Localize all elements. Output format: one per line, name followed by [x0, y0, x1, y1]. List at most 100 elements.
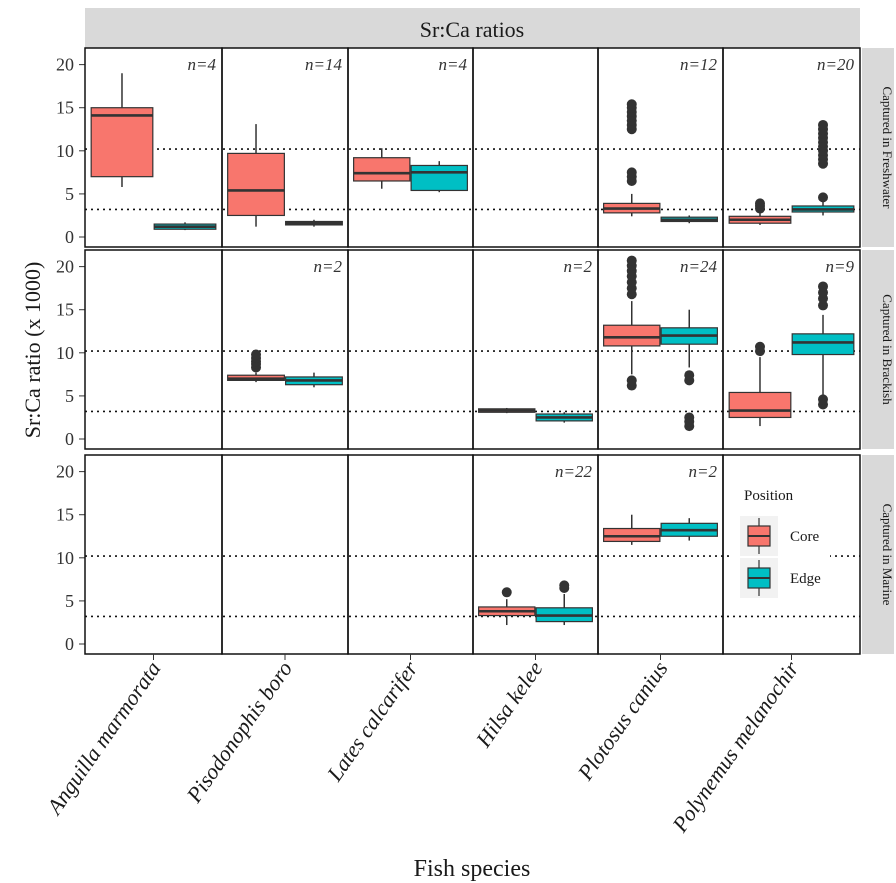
facet-panel: n=4 — [347, 47, 474, 248]
y-axis-label: Sr:Ca ratio (x 1000) — [20, 262, 45, 439]
box-core — [227, 152, 285, 217]
y-tick-label: 15 — [56, 98, 74, 118]
sample-size-label: n=20 — [817, 55, 854, 74]
sample-size-label: n=24 — [680, 257, 717, 276]
sample-size-label: n=14 — [305, 55, 342, 74]
outlier-point — [626, 375, 637, 386]
outlier-point — [251, 349, 262, 360]
y-tick-label: 0 — [65, 429, 74, 449]
row-strip-label: Captured in Marine — [880, 504, 895, 606]
outlier-point — [684, 412, 695, 423]
facet-panel — [84, 249, 223, 450]
sample-size-label: n=2 — [564, 257, 593, 276]
row-strip — [862, 48, 894, 247]
panel-border — [722, 47, 861, 248]
panel-border — [347, 47, 474, 248]
y-tick-label: 20 — [56, 462, 74, 482]
panel-border — [347, 454, 474, 655]
panel-border — [347, 249, 474, 450]
x-tick-label: Anguilla marmorata — [41, 657, 166, 821]
facet-panel: n=24 — [597, 249, 724, 450]
facet-panel: n=20 — [722, 47, 861, 248]
outlier-point — [818, 394, 829, 405]
y-tick-label: 20 — [56, 257, 74, 277]
legend-label-edge: Edge — [790, 571, 821, 587]
facet-panel: n=4 — [84, 47, 223, 248]
sample-size-label: n=2 — [689, 462, 718, 481]
box-edge — [791, 333, 855, 356]
y-tick-label: 0 — [65, 634, 74, 654]
facet-panel: n=9 — [722, 249, 861, 450]
row-strip-label: Captured in Freshwater — [880, 86, 895, 209]
legend-title: Position — [744, 488, 794, 504]
outlier-point — [818, 281, 829, 292]
sample-size-label: n=2 — [314, 257, 343, 276]
sample-size-label: n=12 — [680, 55, 717, 74]
panel-border — [84, 454, 223, 655]
outlier-point — [626, 99, 637, 110]
y-tick-label: 20 — [56, 55, 74, 75]
x-tick-label: Hilsa kelee — [470, 656, 548, 752]
y-tick-label: 5 — [65, 184, 74, 204]
outlier-point — [626, 167, 637, 178]
sample-size-label: n=4 — [439, 55, 468, 74]
panel-border — [597, 249, 724, 450]
panel-border — [472, 47, 599, 248]
legend: Position Core Edge — [732, 478, 830, 598]
row-strip-label: Captured in Brackish — [880, 294, 895, 405]
x-tick-label: Pisodonophis boro — [181, 657, 297, 808]
outlier-point — [754, 341, 765, 352]
outlier-point — [818, 192, 829, 203]
y-tick-label: 10 — [56, 141, 74, 161]
outlier-point — [626, 255, 637, 266]
facet-panel — [347, 249, 474, 450]
y-tick-label: 5 — [65, 591, 74, 611]
y-tick-label: 15 — [56, 505, 74, 525]
outlier-point — [559, 580, 570, 591]
sample-size-label: n=22 — [555, 462, 592, 481]
panel-border — [597, 454, 724, 655]
panel-border — [722, 249, 861, 450]
title-strip — [85, 8, 860, 48]
facet-panel: n=12 — [597, 47, 724, 248]
x-axis-label: Fish species — [414, 856, 531, 882]
panel-border — [84, 249, 223, 450]
row-strip — [862, 455, 894, 654]
box-core — [90, 107, 154, 178]
box-core — [353, 157, 411, 182]
facet-panel: n=2 — [472, 249, 599, 450]
outlier-point — [818, 119, 829, 130]
facet-panel — [84, 454, 223, 655]
sample-size-label: n=4 — [188, 55, 217, 74]
panel-border — [472, 454, 599, 655]
row-strip — [862, 250, 894, 449]
plot-area: 0 5 10 15 20 Captured in Freshwater 0 5 10 15 20 Ca… — [41, 47, 895, 837]
y-tick-label: 5 — [65, 386, 74, 406]
x-tick-label: Lates calcarifer — [321, 656, 423, 786]
panel-border — [221, 47, 349, 248]
facet-panel: n=14 — [221, 47, 349, 248]
y-tick-label: 10 — [56, 548, 74, 568]
facet-panel: n=2 — [597, 454, 724, 655]
box-core — [728, 391, 792, 419]
facet-panel — [347, 454, 474, 655]
x-tick-label: Plotosus canius — [572, 657, 673, 786]
box-core — [603, 324, 661, 347]
facet-panel: n=2 — [221, 249, 349, 450]
chart-title: Sr:Ca ratios — [420, 17, 525, 42]
panel-border — [221, 249, 349, 450]
facet-panel — [472, 47, 599, 248]
outlier-point — [501, 587, 512, 598]
box-edge — [410, 164, 468, 192]
facet-panel: n=22 — [472, 454, 599, 655]
y-tick-label: 0 — [65, 227, 74, 247]
outlier-point — [684, 370, 695, 381]
facet-panel — [221, 454, 349, 655]
legend-label-core: Core — [790, 529, 820, 545]
y-tick-label: 15 — [56, 300, 74, 320]
y-tick-label: 10 — [56, 343, 74, 363]
sample-size-label: n=9 — [826, 257, 855, 276]
outlier-point — [754, 198, 765, 209]
panel-border — [221, 454, 349, 655]
